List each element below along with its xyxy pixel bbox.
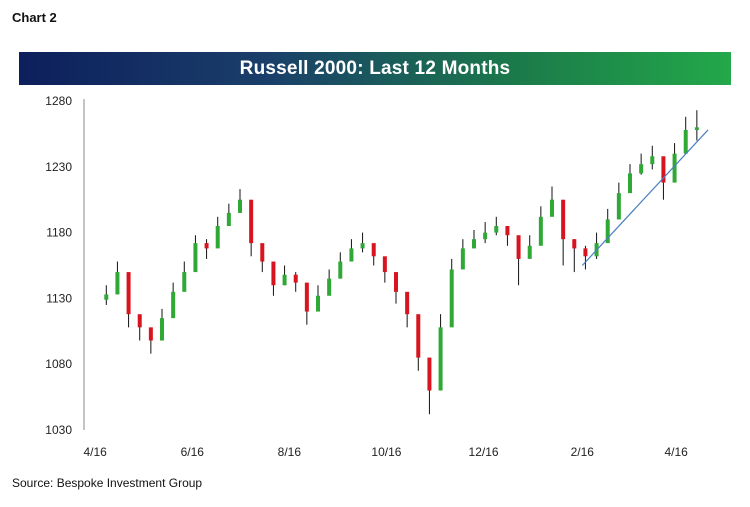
x-tick-label: 2/16	[571, 445, 595, 459]
y-axis-ticks: 1030 1080 1130 1180 1230 1280	[45, 94, 72, 437]
x-tick-label: 10/16	[371, 445, 401, 459]
candlestick-series	[104, 110, 699, 415]
candle-body	[349, 248, 354, 262]
x-tick-label: 8/16	[278, 445, 302, 459]
y-tick-label: 1280	[45, 94, 72, 108]
candle-body	[316, 295, 320, 312]
candle-body	[616, 193, 621, 220]
candle-body	[605, 219, 610, 244]
candle-body	[360, 243, 365, 249]
candle-body	[650, 156, 655, 165]
candle-body	[483, 232, 488, 240]
candle-body	[405, 291, 410, 315]
candle-body	[282, 274, 287, 286]
candle-body	[193, 243, 198, 273]
candle-body	[572, 239, 577, 249]
chart-title: Russell 2000: Last 12 Months	[239, 57, 511, 79]
y-tick-label: 1130	[46, 291, 72, 305]
chart-plot: 1030 1080 1130 1180 1230 1280 4/16 6/16 8/16 10/…	[45, 94, 709, 459]
candle-body	[561, 199, 566, 240]
candle-body	[516, 235, 521, 259]
candle-body	[148, 327, 153, 341]
candle-body	[472, 239, 476, 249]
x-tick-label: 6/16	[181, 445, 205, 459]
candle-body	[538, 216, 543, 246]
candle-body	[527, 245, 532, 259]
candle-body	[171, 291, 176, 319]
candle-body	[293, 274, 298, 283]
candle-body	[449, 269, 454, 328]
candle-body	[204, 243, 209, 249]
candle-body	[304, 282, 309, 312]
candle-body	[249, 199, 254, 244]
candle-body	[115, 272, 120, 295]
candle-body	[460, 248, 465, 270]
candle-body	[550, 199, 554, 217]
source-note: Source: Bespoke Investment Group	[12, 476, 203, 490]
candle-body	[438, 327, 443, 391]
figure-label: Chart 2	[12, 10, 57, 25]
candle-body	[338, 261, 343, 279]
x-tick-label: 4/16	[664, 445, 688, 459]
candle-body	[639, 164, 644, 174]
candle-body	[160, 318, 164, 341]
candle-body	[215, 226, 220, 249]
chart-title-bar: Russell 2000: Last 12 Months	[19, 52, 731, 85]
candle-body	[416, 314, 421, 358]
candle-body	[126, 272, 131, 315]
x-tick-label: 4/16	[83, 445, 107, 459]
y-tick-label: 1080	[45, 357, 72, 371]
candle-body	[260, 243, 265, 262]
candle-body	[694, 127, 699, 130]
candle-body	[505, 226, 510, 236]
candle-body	[628, 173, 632, 194]
candle-body	[427, 357, 432, 391]
candle-body	[182, 272, 187, 292]
candle-body	[104, 294, 109, 300]
candle-body	[271, 261, 276, 286]
candle-body	[137, 314, 142, 328]
candle-body	[382, 256, 387, 273]
y-tick-label: 1230	[45, 160, 72, 174]
trendline	[581, 129, 709, 266]
candle-body	[672, 153, 677, 183]
candle-body	[394, 272, 398, 292]
x-axis-ticks: 4/16 6/16 8/16 10/16 12/16 2/16 4/16	[83, 445, 688, 459]
candle-body	[238, 199, 242, 213]
candle-body	[494, 226, 499, 233]
candle-body	[226, 212, 231, 227]
y-tick-label: 1180	[46, 226, 72, 240]
x-tick-label: 12/16	[469, 445, 499, 459]
candle-body	[371, 243, 376, 257]
candle-body	[583, 248, 588, 257]
candle-body	[683, 129, 688, 154]
candle-body	[327, 278, 332, 296]
y-tick-label: 1030	[45, 423, 72, 437]
candle-body	[661, 156, 666, 183]
